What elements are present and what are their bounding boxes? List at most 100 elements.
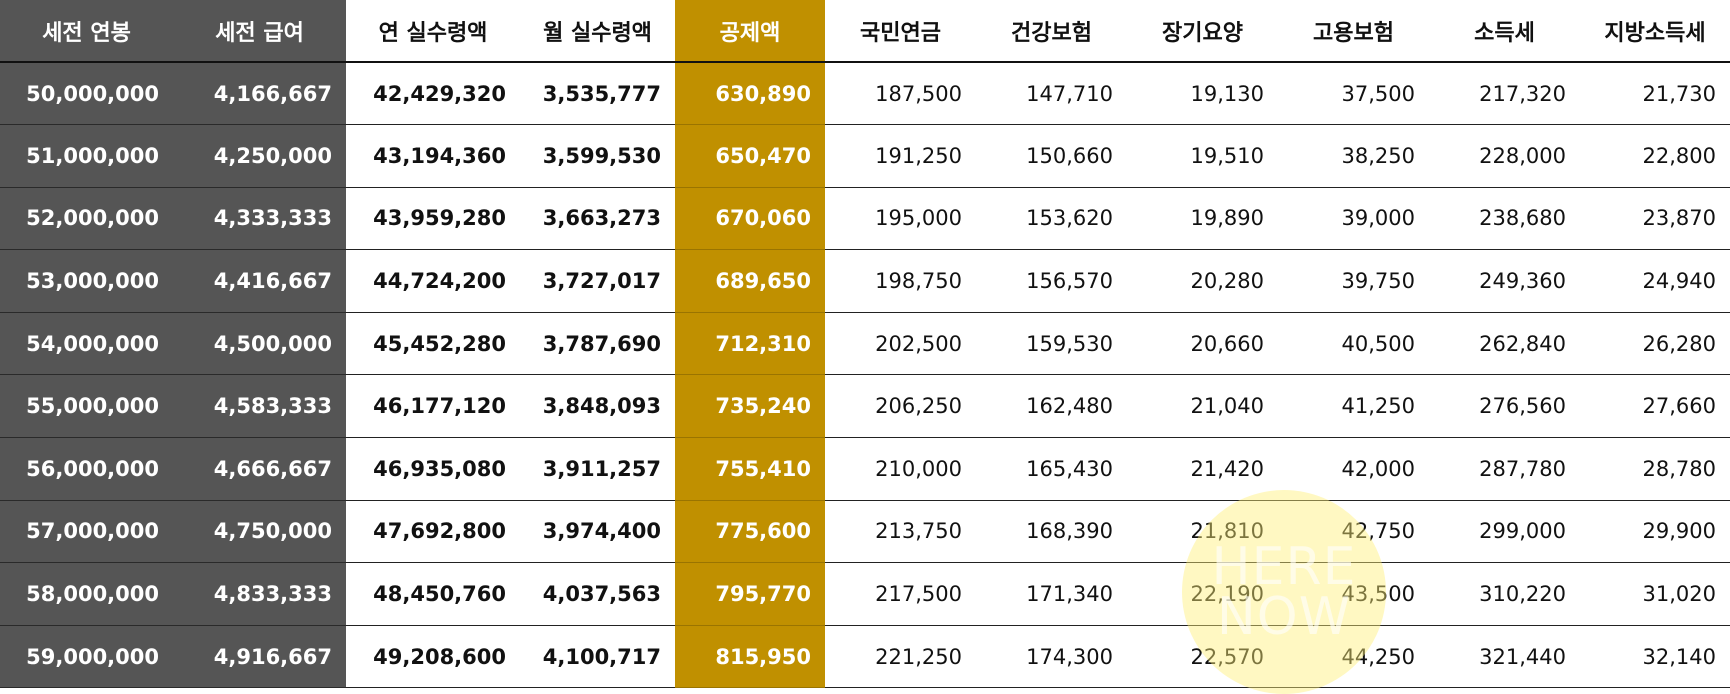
- cell-local-income-tax: 24,940: [1580, 249, 1730, 313]
- cell-long-term-care: 19,510: [1127, 124, 1278, 188]
- cell-monthly-net: 3,787,690: [520, 312, 675, 376]
- cell-pretax-annual: 57,000,000: [0, 500, 173, 564]
- table-row: 57,000,000 4,750,000 47,692,800 3,974,400 77…: [0, 500, 1730, 564]
- cell-pretax-monthly: 4,416,667: [173, 249, 346, 313]
- cell-annual-net: 43,194,360: [346, 124, 520, 188]
- cell-monthly-net: 3,727,017: [520, 249, 675, 313]
- table-row: 56,000,000 4,666,667 46,935,080 3,911,257 75…: [0, 437, 1730, 501]
- cell-pretax-monthly: 4,500,000: [173, 312, 346, 376]
- cell-pretax-monthly: 4,833,333: [173, 562, 346, 626]
- cell-long-term-care: 21,420: [1127, 437, 1278, 501]
- cell-income-tax: 228,000: [1429, 124, 1580, 188]
- cell-long-term-care: 22,570: [1127, 625, 1278, 689]
- cell-income-tax: 217,320: [1429, 62, 1580, 126]
- cell-monthly-net: 4,100,717: [520, 625, 675, 689]
- cell-income-tax: 238,680: [1429, 187, 1580, 251]
- cell-income-tax: 321,440: [1429, 625, 1580, 689]
- cell-annual-net: 49,208,600: [346, 625, 520, 689]
- table-row: 53,000,000 4,416,667 44,724,200 3,727,017 68…: [0, 249, 1730, 313]
- cell-national-pension: 210,000: [825, 437, 976, 501]
- cell-deduction: 775,600: [675, 500, 825, 564]
- cell-employment-insurance: 41,250: [1278, 374, 1429, 439]
- cell-national-pension: 213,750: [825, 500, 976, 564]
- cell-national-pension: 217,500: [825, 562, 976, 626]
- cell-local-income-tax: 31,020: [1580, 562, 1730, 626]
- cell-long-term-care: 19,130: [1127, 62, 1278, 126]
- cell-monthly-net: 3,974,400: [520, 500, 675, 564]
- cell-long-term-care: 21,810: [1127, 500, 1278, 564]
- header-local-income-tax: 지방소득세: [1580, 0, 1730, 63]
- cell-health-insurance: 153,620: [976, 187, 1127, 251]
- cell-local-income-tax: 22,800: [1580, 124, 1730, 188]
- cell-pretax-monthly: 4,250,000: [173, 124, 346, 188]
- cell-employment-insurance: 42,000: [1278, 437, 1429, 501]
- cell-income-tax: 299,000: [1429, 500, 1580, 564]
- table-body: 50,000,000 4,166,667 42,429,320 3,535,777 63…: [0, 62, 1730, 689]
- header-annual-net: 연 실수령액: [346, 0, 520, 63]
- table-row: 54,000,000 4,500,000 45,452,280 3,787,690 71…: [0, 312, 1730, 376]
- header-deduction: 공제액: [675, 0, 825, 63]
- cell-annual-net: 44,724,200: [346, 249, 520, 313]
- cell-long-term-care: 20,280: [1127, 249, 1278, 313]
- cell-long-term-care: 20,660: [1127, 312, 1278, 376]
- table-row: 52,000,000 4,333,333 43,959,280 3,663,273 67…: [0, 187, 1730, 251]
- cell-pretax-annual: 52,000,000: [0, 187, 173, 251]
- cell-health-insurance: 150,660: [976, 124, 1127, 188]
- cell-employment-insurance: 38,250: [1278, 124, 1429, 188]
- cell-annual-net: 42,429,320: [346, 62, 520, 126]
- cell-health-insurance: 162,480: [976, 374, 1127, 439]
- cell-local-income-tax: 27,660: [1580, 374, 1730, 439]
- cell-monthly-net: 3,848,093: [520, 374, 675, 439]
- cell-pretax-monthly: 4,666,667: [173, 437, 346, 501]
- cell-pretax-annual: 54,000,000: [0, 312, 173, 376]
- table-header: 세전 연봉 세전 급여 연 실수령액 월 실수령액 공제액 국민연금 건강보험 …: [0, 0, 1730, 63]
- cell-pretax-annual: 53,000,000: [0, 249, 173, 313]
- cell-monthly-net: 3,663,273: [520, 187, 675, 251]
- cell-pretax-monthly: 4,750,000: [173, 500, 346, 564]
- cell-health-insurance: 171,340: [976, 562, 1127, 626]
- header-national-pension: 국민연금: [825, 0, 976, 63]
- cell-pretax-monthly: 4,916,667: [173, 625, 346, 689]
- table-row: 51,000,000 4,250,000 43,194,360 3,599,530 65…: [0, 124, 1730, 188]
- header-pretax-annual: 세전 연봉: [0, 0, 173, 63]
- cell-local-income-tax: 26,280: [1580, 312, 1730, 376]
- cell-employment-insurance: 40,500: [1278, 312, 1429, 376]
- cell-income-tax: 287,780: [1429, 437, 1580, 501]
- cell-deduction: 712,310: [675, 312, 825, 376]
- cell-health-insurance: 168,390: [976, 500, 1127, 564]
- cell-pretax-monthly: 4,583,333: [173, 374, 346, 439]
- cell-monthly-net: 3,911,257: [520, 437, 675, 501]
- cell-employment-insurance: 39,750: [1278, 249, 1429, 313]
- cell-local-income-tax: 21,730: [1580, 62, 1730, 126]
- cell-health-insurance: 156,570: [976, 249, 1127, 313]
- cell-deduction: 630,890: [675, 62, 825, 126]
- table-row: 50,000,000 4,166,667 42,429,320 3,535,777 63…: [0, 62, 1730, 126]
- cell-pretax-annual: 56,000,000: [0, 437, 173, 501]
- header-employment-insurance: 고용보험: [1278, 0, 1429, 63]
- cell-health-insurance: 165,430: [976, 437, 1127, 501]
- cell-long-term-care: 22,190: [1127, 562, 1278, 626]
- cell-income-tax: 249,360: [1429, 249, 1580, 313]
- cell-health-insurance: 174,300: [976, 625, 1127, 689]
- cell-income-tax: 262,840: [1429, 312, 1580, 376]
- cell-pretax-annual: 50,000,000: [0, 62, 173, 126]
- table-row: 58,000,000 4,833,333 48,450,760 4,037,563 79…: [0, 562, 1730, 626]
- cell-annual-net: 46,935,080: [346, 437, 520, 501]
- header-pretax-monthly: 세전 급여: [173, 0, 346, 63]
- cell-national-pension: 202,500: [825, 312, 976, 376]
- table-row: 59,000,000 4,916,667 49,208,600 4,100,717 81…: [0, 625, 1730, 689]
- cell-income-tax: 310,220: [1429, 562, 1580, 626]
- header-income-tax: 소득세: [1429, 0, 1580, 63]
- cell-employment-insurance: 43,500: [1278, 562, 1429, 626]
- cell-deduction: 650,470: [675, 124, 825, 188]
- cell-health-insurance: 147,710: [976, 62, 1127, 126]
- cell-deduction: 735,240: [675, 374, 825, 439]
- cell-local-income-tax: 23,870: [1580, 187, 1730, 251]
- cell-national-pension: 191,250: [825, 124, 976, 188]
- cell-long-term-care: 21,040: [1127, 374, 1278, 439]
- cell-deduction: 795,770: [675, 562, 825, 626]
- cell-annual-net: 46,177,120: [346, 374, 520, 439]
- cell-deduction: 755,410: [675, 437, 825, 501]
- cell-deduction: 670,060: [675, 187, 825, 251]
- cell-employment-insurance: 44,250: [1278, 625, 1429, 689]
